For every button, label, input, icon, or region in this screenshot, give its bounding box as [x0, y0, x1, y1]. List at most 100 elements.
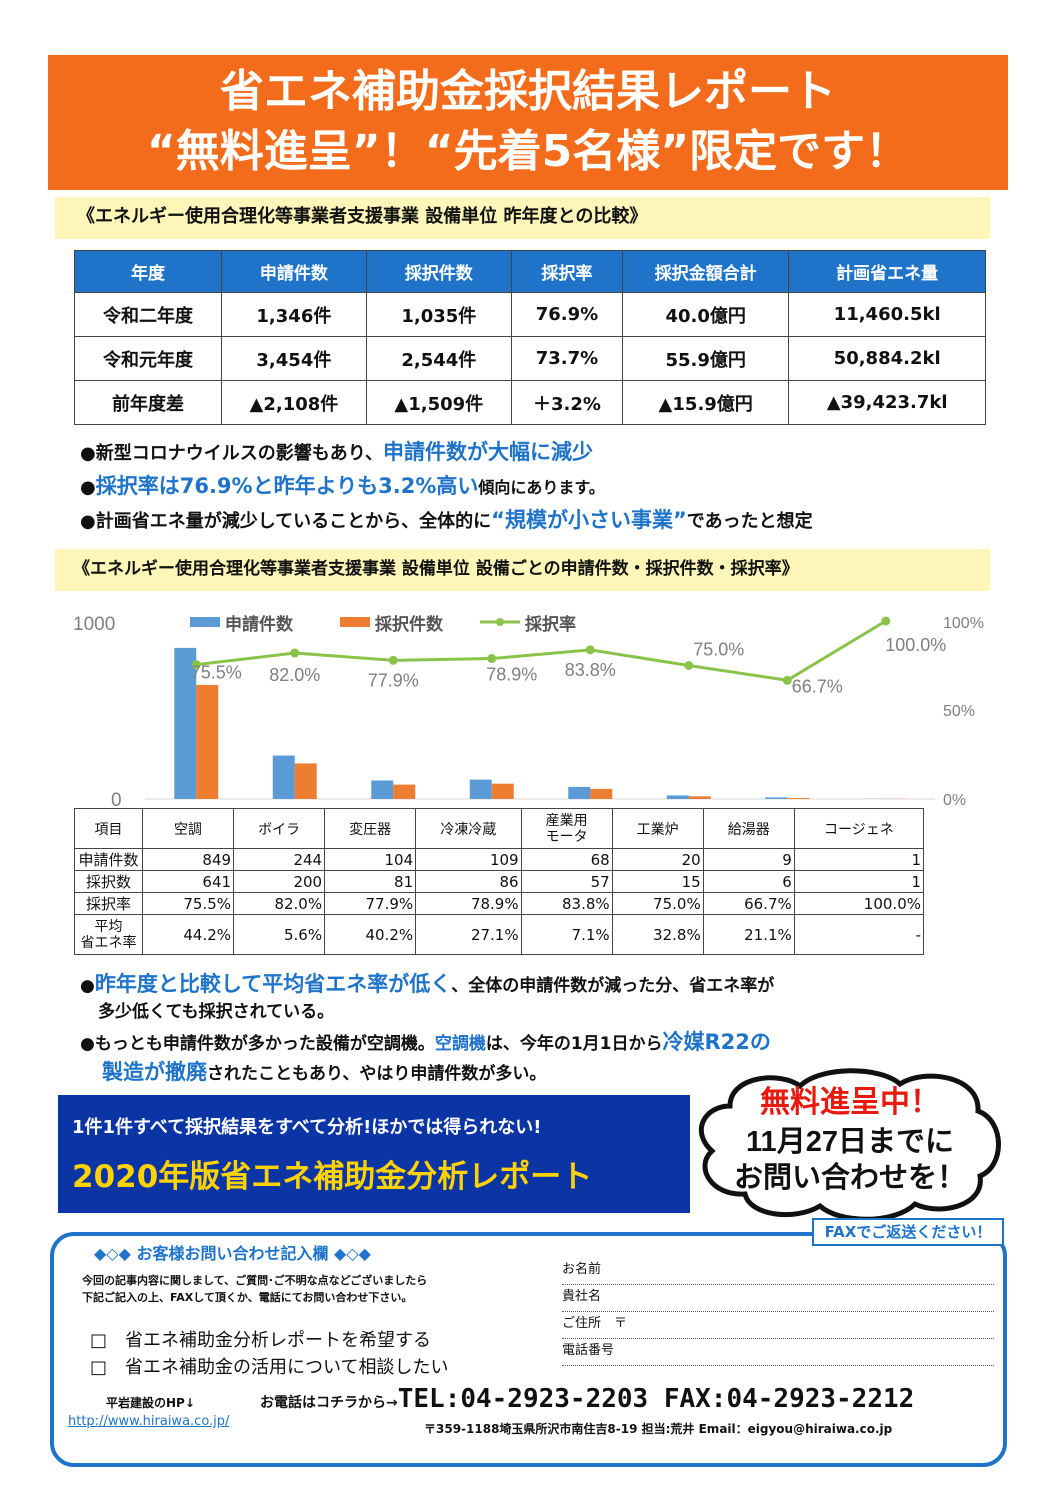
table-cell: 1	[793, 848, 925, 871]
table-cell: 7.1%	[520, 914, 613, 955]
checkbox-report-request[interactable]: □ 省エネ補助金分析レポートを希望する	[90, 1330, 432, 1351]
table-cell: 104	[324, 848, 417, 871]
cloud-line3: お問い合わせを！	[734, 1161, 966, 1194]
name-field[interactable]: お名前	[562, 1258, 994, 1285]
table-cell: 9	[702, 848, 795, 871]
phone-fax-numbers: TEL:04-2923-2203 FAX:04-2923-2212	[397, 1384, 915, 1414]
phone-line: お電話はコチラから→TEL:04-2923-2203 FAX:04-2923-2…	[260, 1384, 914, 1414]
bullet-1: ●新型コロナウイルスの影響もあり、申請件数が大幅に減少	[80, 438, 593, 468]
bar-adoptions	[393, 784, 416, 799]
table-header-row: 項目 空調 ボイラ 変圧器 冷凍冷蔵 産業用 モータ 工業炉 給湯器 コージェネ	[74, 808, 925, 849]
col-header: ボイラ	[233, 808, 326, 849]
rate-data-label: 75.0%	[693, 640, 744, 660]
table-cell: 令和元年度	[74, 336, 222, 381]
rate-data-label: 75.5%	[191, 663, 242, 683]
bullet-text: されたこともあり、やはり申請件数が多い。	[207, 1064, 547, 1084]
table-cell: 6	[702, 870, 795, 893]
form-fields: お名前 貴社名 ご住所 〒 電話番号	[562, 1258, 994, 1366]
bullet-highlight: 製造が撤廃	[102, 1060, 207, 1084]
bullet-highlight: 申請件数が大幅に減少	[382, 440, 593, 464]
right-axis-tick: 50%	[943, 703, 975, 720]
table-cell: 86	[415, 870, 522, 893]
equipment-table: 項目 空調 ボイラ 変圧器 冷凍冷蔵 産業用 モータ 工業炉 給湯器 コージェネ…	[74, 808, 925, 955]
bullet-3: ●計画省エネ量が減少していることから、全体的に“規模が小さい事業”であったと想定	[80, 506, 813, 536]
bullet-highlight: 空調機	[434, 1034, 486, 1054]
company-field[interactable]: 貴社名	[562, 1285, 994, 1312]
bar-applications	[272, 755, 295, 799]
bullet-5: ●もっとも申請件数が多かった設備が空調機。空調機は、今年の1月1日から冷媒R22…	[80, 1028, 771, 1058]
rate-point	[388, 655, 398, 665]
company-address: 〒359-1188埼玉県所沢市南住吉8-19 担当:荒井 Email：eigyo…	[424, 1422, 893, 1436]
table-cell: 55.9億円	[622, 336, 790, 381]
title-banner: 省エネ補助金採択結果レポート “無料進呈”！“先着5名様”限定です！	[48, 55, 1008, 190]
table-cell: ＋3.2%	[510, 380, 624, 425]
rate-data-label: 100.0%	[885, 635, 946, 655]
table-cell: 57	[520, 870, 613, 893]
table-cell: 20	[611, 848, 704, 871]
table-cell: 2,544件	[365, 336, 512, 381]
table-cell: 令和二年度	[74, 292, 222, 337]
table-cell: 15	[611, 870, 704, 893]
row-header: 申請件数	[74, 848, 143, 871]
rate-point	[290, 648, 300, 658]
bullet-text: ●計画省エネ量が減少していることから、全体的に	[80, 511, 492, 532]
table-cell: 82.0%	[233, 892, 326, 915]
bar-adoptions	[688, 796, 711, 799]
table-cell: 5.6%	[233, 914, 326, 955]
address-field[interactable]: ご住所 〒	[562, 1312, 994, 1339]
bullet-highlight: “規模が小さい事業”	[491, 508, 687, 532]
table-cell: 1,346件	[220, 292, 367, 337]
table-cell: 109	[415, 848, 522, 871]
contact-title: ◆◇◆ お客様お問い合わせ記入欄 ◆◇◆	[94, 1244, 371, 1263]
bar-adoptions	[491, 783, 514, 799]
checkbox-consultation[interactable]: □ 省エネ補助金の活用について相談したい	[90, 1357, 449, 1378]
table-cell: 27.1%	[415, 914, 522, 955]
table-cell: 73.7%	[510, 336, 624, 381]
cloud-bubble: 無料進呈中！ 11月27日までに お問い合わせを！	[698, 1068, 1001, 1222]
bullet-text: は、今年の1月1日から	[485, 1034, 663, 1054]
rate-point	[684, 661, 694, 670]
table-cell: 83.8%	[520, 892, 613, 915]
homepage-link[interactable]: http://www.hiraiwa.co.jp/	[68, 1414, 230, 1429]
table-cell: 50,884.2kl	[788, 336, 986, 381]
table-cell: -	[793, 914, 925, 955]
table-cell: 100.0%	[793, 892, 925, 915]
bullet-dot: ●	[80, 976, 95, 996]
col-header: 採択件数	[365, 250, 512, 293]
comparison-table: 年度 申請件数 採択件数 採択率 採択金額合計 計画省エネ量 令和二年度 1,3…	[74, 250, 986, 425]
col-header: 年度	[74, 250, 222, 293]
left-axis-tick: 0	[111, 790, 122, 808]
cloud-shape	[698, 1068, 1001, 1222]
phone-label: お電話はコチラから→	[260, 1395, 398, 1411]
phone-field[interactable]: 電話番号	[562, 1339, 994, 1366]
table-cell: 1	[793, 870, 925, 893]
bar-applications	[371, 780, 394, 799]
bar-applications	[568, 786, 591, 799]
cloud-line2: 11月27日までに	[746, 1126, 954, 1158]
legend-label: 申請件数	[225, 614, 294, 634]
left-axis-tick: 1000	[73, 614, 115, 635]
col-header: 変圧器	[324, 808, 417, 849]
table-cell: 641	[141, 870, 235, 893]
col-header: 空調	[141, 808, 235, 849]
promo-box: 1件1件すべて採択結果をすべて分析!ほかでは得られない! 2020年版省エネ補助…	[58, 1095, 690, 1213]
right-axis-tick: 100%	[943, 615, 984, 632]
bar-adoptions	[196, 684, 219, 799]
col-header: 採択率	[510, 250, 624, 293]
table-cell: 76.9%	[510, 292, 624, 337]
promo-line2: 2020年版省エネ補助金分析レポート	[72, 1159, 593, 1195]
col-header: 給湯器	[702, 808, 795, 849]
banner-title: 省エネ補助金採択結果レポート	[220, 66, 836, 117]
bullet-2: ●採択率は76.9%と昨年よりも3.2%高い傾向にあります。	[80, 472, 605, 502]
bar-applications	[765, 797, 788, 799]
rate-point	[782, 675, 792, 685]
legend-swatch-applications	[190, 617, 220, 627]
section-title-equipment: 《エネルギー使用合理化等事業者支援事業 設備単位 設備ごとの申請件数・採択件数・…	[55, 549, 990, 591]
table-cell: 200	[233, 870, 326, 893]
bar-applications	[666, 795, 689, 799]
table-cell: 66.7%	[702, 892, 795, 915]
table-cell: 81	[324, 870, 417, 893]
banner-subtitle: “無料進呈”！“先着5名様”限定です！	[146, 126, 910, 177]
section-title-comparison: 《エネルギー使用合理化等事業者支援事業 設備単位 昨年度との比較》	[55, 197, 990, 239]
table-row: 令和元年度 3,454件 2,544件 73.7% 55.9億円 50,884.…	[74, 336, 986, 381]
